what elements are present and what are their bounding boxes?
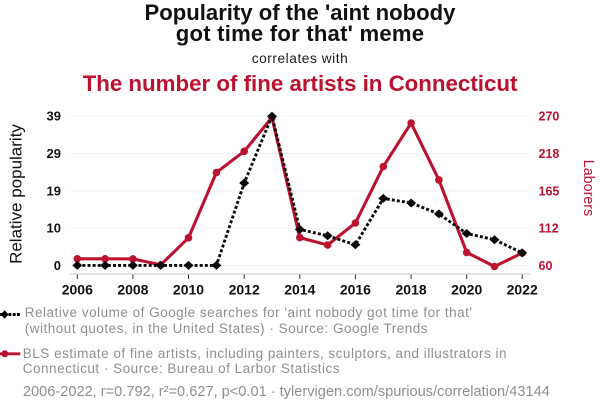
- svg-text:2018: 2018: [396, 282, 427, 298]
- svg-text:2008: 2008: [117, 282, 148, 298]
- svg-text:2020: 2020: [451, 282, 482, 298]
- svg-text:112: 112: [539, 222, 559, 236]
- svg-text:Laborers: Laborers: [580, 160, 596, 216]
- svg-text:2022: 2022: [507, 282, 538, 298]
- svg-text:2012: 2012: [229, 282, 260, 298]
- svg-text:19: 19: [47, 183, 61, 198]
- svg-text:2006: 2006: [62, 282, 93, 298]
- svg-text:2010: 2010: [173, 282, 204, 298]
- svg-text:218: 218: [539, 147, 560, 161]
- svg-text:2014: 2014: [284, 282, 315, 298]
- svg-text:2016: 2016: [340, 282, 371, 298]
- svg-text:39: 39: [47, 109, 61, 124]
- svg-text:29: 29: [47, 146, 61, 161]
- svg-text:Relative popularity: Relative popularity: [6, 124, 25, 264]
- svg-text:10: 10: [47, 221, 61, 236]
- svg-text:165: 165: [539, 184, 560, 198]
- svg-text:60: 60: [539, 259, 553, 273]
- svg-text:270: 270: [539, 110, 560, 124]
- svg-text:0: 0: [54, 258, 61, 273]
